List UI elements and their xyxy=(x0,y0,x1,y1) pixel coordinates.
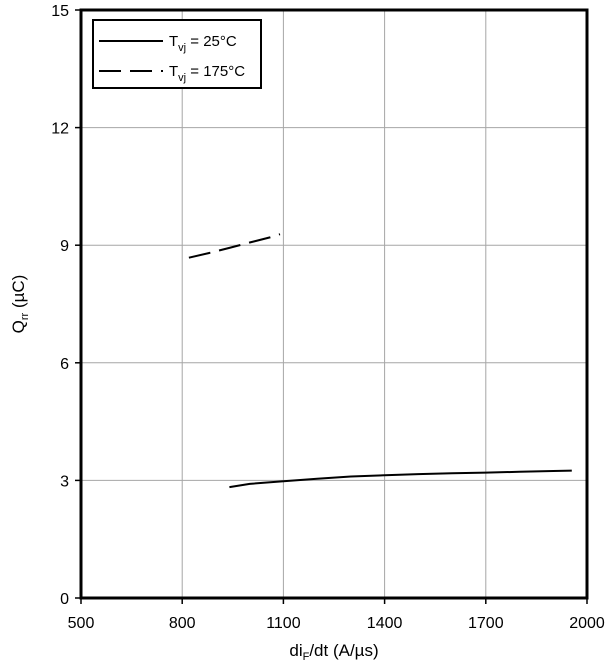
y-tick-label: 9 xyxy=(60,238,69,255)
x-tick-label: 1100 xyxy=(266,615,301,632)
x-tick-label: 500 xyxy=(68,615,95,632)
legend: Tvj = 25°C Tvj = 175°C xyxy=(92,19,262,89)
series-layer xyxy=(188,233,572,489)
y-tick-label: 15 xyxy=(51,3,69,20)
x-tick-label: 1700 xyxy=(468,615,504,632)
y-tick-label: 3 xyxy=(60,473,69,490)
legend-box xyxy=(92,19,262,89)
y-tick-label: 12 xyxy=(51,121,69,138)
legend-label: Tvj = 25°C xyxy=(169,33,237,54)
y-tick-label: 6 xyxy=(60,356,69,373)
plot-frame xyxy=(79,8,589,600)
ticks: 500 800 1100 1400 1700 2000 0 3 6 9 12 15 xyxy=(51,3,605,632)
series-line-175c xyxy=(188,233,281,259)
y-tick-label: 0 xyxy=(60,591,69,608)
legend-label: Tvj = 175°C xyxy=(169,63,245,84)
x-tick-label: 1400 xyxy=(367,615,403,632)
x-tick-label: 2000 xyxy=(569,615,605,632)
x-tick-label: 800 xyxy=(169,615,196,632)
series-line-25c xyxy=(229,469,572,489)
x-axis-label: diF/dt (A/µs) xyxy=(289,641,378,663)
y-axis-label: Qrr (µC) xyxy=(9,275,31,334)
